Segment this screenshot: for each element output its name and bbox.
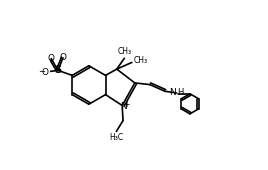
Text: CH₃: CH₃ (117, 47, 131, 56)
Text: N: N (169, 88, 176, 97)
Text: S: S (54, 65, 62, 75)
Text: O: O (59, 53, 66, 62)
Text: +: + (123, 100, 129, 109)
Text: O: O (48, 54, 55, 63)
Text: O: O (42, 67, 49, 76)
Text: N: N (120, 102, 126, 111)
Text: CH₃: CH₃ (133, 56, 148, 65)
Text: H₃C: H₃C (109, 133, 124, 142)
Text: H: H (177, 88, 184, 97)
Text: −: − (38, 67, 45, 76)
